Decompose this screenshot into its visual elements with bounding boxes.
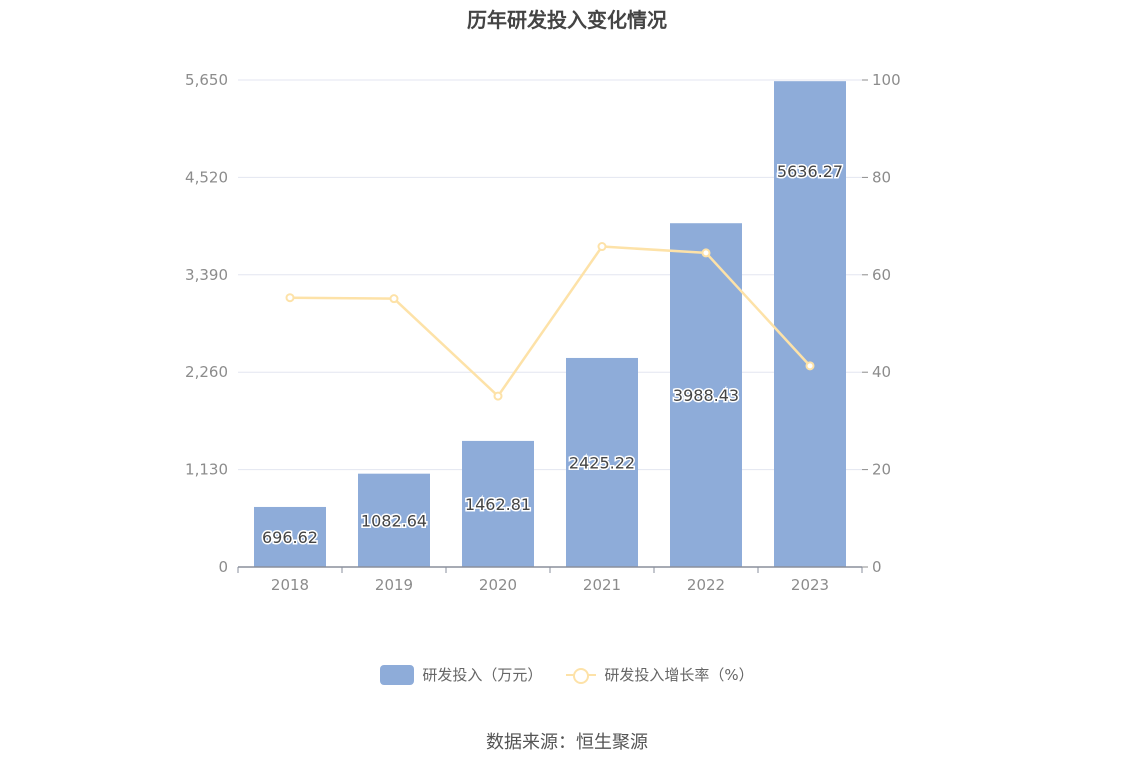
bar-data-label: 3988.43 xyxy=(673,386,739,405)
growth-rate-line xyxy=(289,245,811,398)
x-tick-label: 2021 xyxy=(583,576,621,594)
y-left-tick-label: 0 xyxy=(218,558,228,576)
legend-label-rd-investment: 研发投入（万元） xyxy=(422,666,543,684)
y-left-tick-label: 2,260 xyxy=(185,363,228,381)
y-left-tick-label: 5,650 xyxy=(185,71,228,89)
chart-title: 历年研发投入变化情况 xyxy=(467,8,667,32)
bar-data-label: 696.62 xyxy=(262,528,318,547)
x-tick-label: 2023 xyxy=(791,576,829,594)
legend-bar-swatch xyxy=(380,664,415,685)
y-right-tick-label: 60 xyxy=(872,266,891,284)
growth-rate-point xyxy=(701,248,711,258)
bar xyxy=(774,81,846,567)
data-source-note: 数据来源：恒生聚源 xyxy=(486,732,648,753)
bar xyxy=(462,440,534,567)
growth-rate-point xyxy=(285,293,295,303)
chart-legend: 研发投入（万元） 研发投入增长率（%） xyxy=(0,664,1134,685)
growth-rate-point xyxy=(493,391,503,401)
bar xyxy=(566,357,638,567)
x-tick-label: 2022 xyxy=(687,576,725,594)
y-right-tick-label: 100 xyxy=(872,71,901,89)
y-right-tick-label: 80 xyxy=(872,168,891,186)
growth-rate-point xyxy=(597,242,607,252)
growth-rate-point xyxy=(389,294,399,304)
bar-data-label: 1462.81 xyxy=(465,495,531,514)
y-left-tick-label: 3,390 xyxy=(185,266,228,284)
legend-item-growth-rate[interactable]: 研发投入增长率（%） xyxy=(566,664,754,685)
bar xyxy=(254,506,326,567)
bar xyxy=(358,473,430,567)
y-right-tick-label: 0 xyxy=(872,558,882,576)
y-right-tick-label: 20 xyxy=(872,461,891,479)
y-right-tick-label: 40 xyxy=(872,363,891,381)
bar-data-label: 2425.22 xyxy=(569,453,635,472)
legend-line-swatch xyxy=(566,665,597,685)
bar-data-label: 5636.27 xyxy=(777,162,843,181)
x-tick-label: 2018 xyxy=(271,576,309,594)
legend-item-rd-investment[interactable]: 研发投入（万元） xyxy=(380,664,542,685)
bar-data-label: 1082.64 xyxy=(361,511,427,530)
growth-rate-point xyxy=(805,361,815,371)
y-left-tick-label: 4,520 xyxy=(185,168,228,186)
legend-label-growth-rate: 研发投入增长率（%） xyxy=(604,666,754,684)
x-tick-label: 2019 xyxy=(375,576,413,594)
x-tick-label: 2020 xyxy=(479,576,517,594)
y-left-tick-label: 1,130 xyxy=(185,461,228,479)
